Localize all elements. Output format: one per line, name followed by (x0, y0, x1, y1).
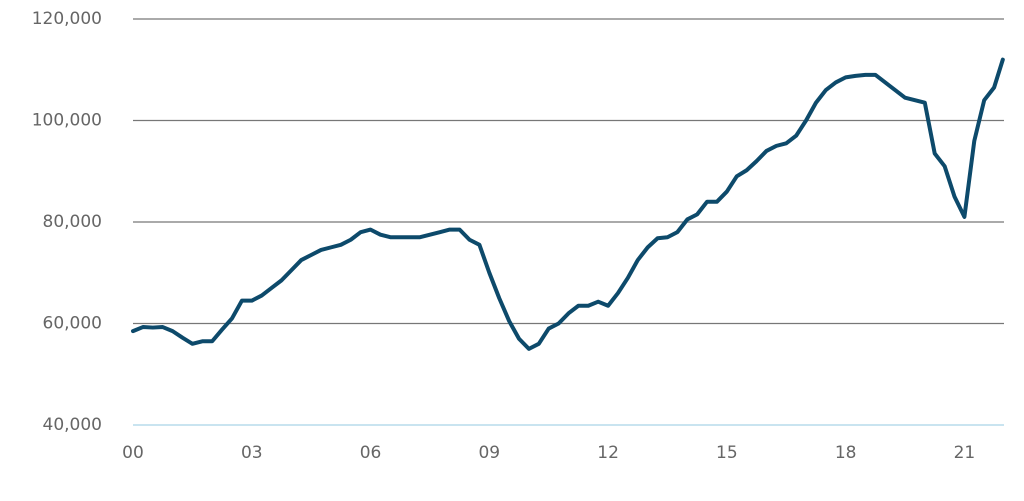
y-tick-label: 120,000 (32, 9, 102, 29)
y-tick-label: 60,000 (43, 314, 102, 334)
data-line (131, 57, 1005, 351)
x-tick-label: 21 (954, 443, 976, 463)
x-tick-label: 06 (360, 443, 382, 463)
x-tick-label: 03 (241, 443, 263, 463)
y-tick-label: 80,000 (43, 212, 102, 232)
y-tick-label: 40,000 (43, 415, 102, 435)
x-tick-label: 12 (597, 443, 619, 463)
x-tick-label: 00 (122, 443, 144, 463)
y-tick-label: 100,000 (32, 111, 102, 131)
x-tick-label: 18 (835, 443, 857, 463)
x-tick-label: 15 (716, 443, 738, 463)
x-tick-label: 09 (478, 443, 500, 463)
